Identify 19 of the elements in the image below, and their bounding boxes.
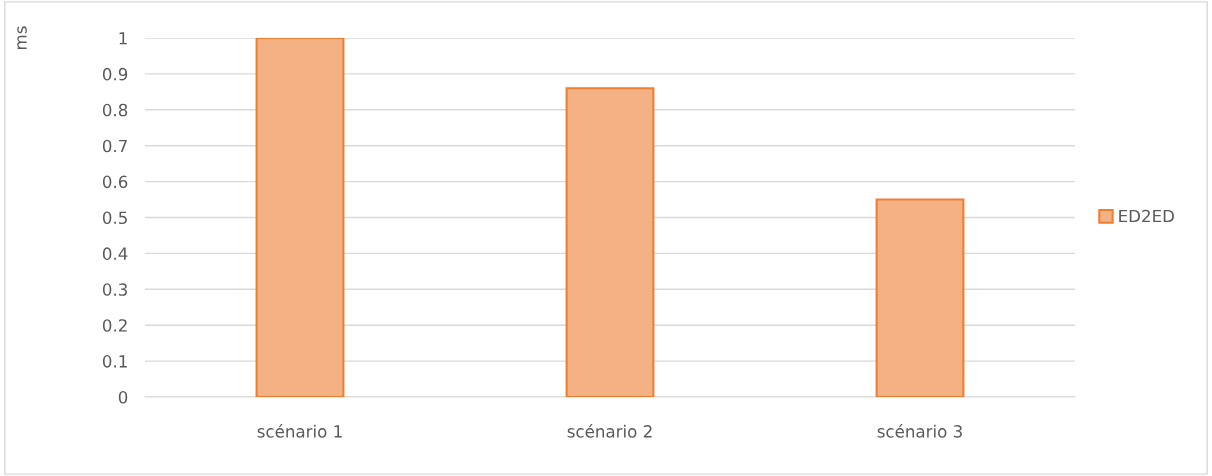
y-tick-label: 0.3 [102,283,127,296]
x-tick-label: scénario 2 [567,424,652,438]
bar [565,87,655,397]
y-tick-label: 0.4 [102,247,128,260]
bar [255,38,345,397]
y-axis-title: ms [17,26,27,49]
x-tick-label: scénario 3 [877,424,962,438]
y-tick-label: 0.8 [102,103,128,117]
bar [875,198,965,397]
y-tick-label: 0.6 [102,175,128,189]
y-tick-label: 0.5 [102,211,127,225]
y-tick-label: 0 [118,390,128,404]
y-tick-label: 1 [119,32,127,45]
y-tick-label: 0.2 [102,319,127,332]
y-tick-label: 0.9 [102,67,128,81]
x-tick-label: scénario 1 [257,424,342,438]
y-tick-label: 0.7 [102,139,127,153]
y-tick-label: 0.1 [102,355,127,368]
legend-label: ED2ED [1119,209,1174,223]
